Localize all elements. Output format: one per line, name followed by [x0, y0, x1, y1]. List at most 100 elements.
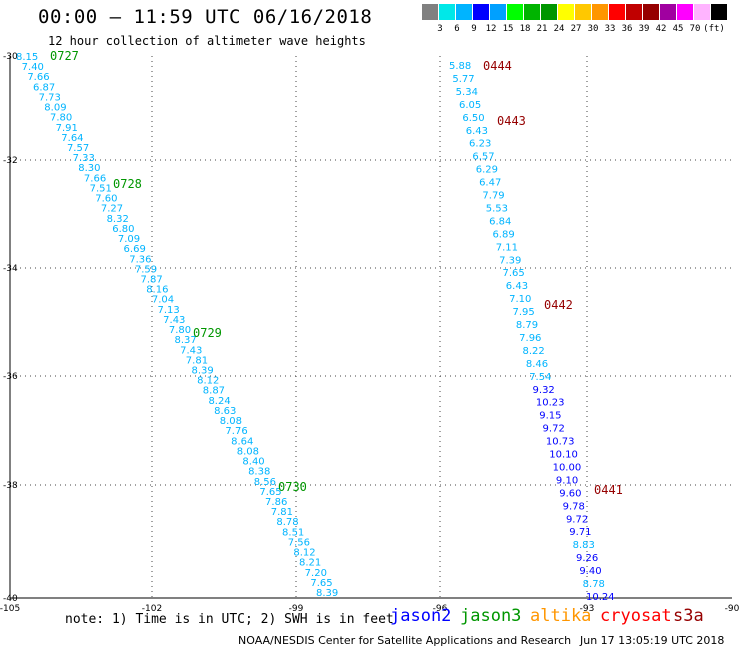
wave-height-value: 6.50 [462, 113, 484, 124]
scale-swatch [507, 4, 523, 20]
wave-height-value: 7.39 [499, 255, 521, 266]
scale-swatch [473, 4, 489, 20]
lon-tick-label: -93 [580, 604, 595, 614]
lat-tick-label: -32 [3, 156, 18, 166]
pass-time-label: 0442 [544, 298, 573, 312]
scale-label: 12 [485, 24, 497, 34]
wave-height-value: 7.95 [512, 307, 534, 318]
wave-height-value: 8.08 [237, 446, 259, 457]
scale-swatch [626, 4, 642, 20]
wave-height-value: 5.88 [449, 61, 471, 72]
wave-height-value: 6.80 [112, 224, 134, 235]
scale-label: 70 [689, 24, 701, 34]
map-title: 00:00 — 11:59 UTC 06/16/2018 [38, 6, 373, 28]
wave-height-value: 7.65 [259, 487, 281, 498]
pass-time-label: 0729 [193, 326, 222, 340]
wave-observations: 8.157.407.666.877.738.097.807.917.647.57… [16, 52, 615, 603]
wave-height-value: 7.54 [529, 372, 551, 383]
wave-height-value: 8.12 [293, 548, 315, 559]
wave-height-value: 7.64 [61, 133, 83, 144]
wave-height-value: 8.79 [516, 320, 538, 331]
wave-height-value: 7.87 [141, 274, 163, 285]
wave-height-value: 7.10 [509, 294, 531, 305]
scale-swatch [660, 4, 676, 20]
wave-height-value: 7.66 [27, 72, 49, 83]
wave-height-value: 7.65 [310, 578, 332, 589]
wave-height-value: 7.11 [496, 242, 518, 253]
pass-time-label: 0728 [113, 177, 142, 191]
scale-swatch [609, 4, 625, 20]
wave-height-value: 8.64 [231, 436, 253, 447]
wave-height-value: 10.00 [553, 462, 582, 473]
wave-height-value: 8.30 [78, 163, 100, 174]
credit-line: NOAA/NESDIS Center for Satellite Applica… [238, 634, 572, 647]
satellite-label-cryosat: cryosat [600, 606, 672, 626]
scale-label: 24 [553, 24, 565, 34]
lon-tick-label: -102 [142, 604, 162, 614]
wave-height-value: 8.15 [16, 52, 38, 63]
wave-height-value: 9.72 [566, 514, 588, 525]
lon-tick-label: -96 [433, 604, 448, 614]
wave-height-value: 7.09 [118, 234, 140, 245]
wave-height-value: 7.66 [84, 173, 106, 184]
wave-height-value: 7.81 [271, 507, 293, 518]
map-subtitle: 12 hour collection of altimeter wave hei… [48, 34, 366, 48]
wave-height-value: 7.59 [135, 264, 157, 275]
wave-height-value: 8.56 [254, 477, 276, 488]
satellite-label-jason3: jason3 [460, 606, 522, 626]
scale-label: 27 [570, 24, 582, 34]
wave-height-value: 7.60 [95, 194, 117, 205]
wave-height-value: 6.43 [466, 126, 488, 137]
wave-height-value: 7.91 [56, 123, 78, 134]
satellite-label-jason2: jason2 [390, 606, 452, 626]
wave-height-value: 7.80 [169, 325, 191, 336]
wave-height-value: 6.05 [459, 100, 481, 111]
wave-height-value: 7.27 [101, 204, 123, 215]
wave-height-value: 10.23 [536, 398, 565, 409]
scale-swatch [524, 4, 540, 20]
wave-height-value: 8.38 [248, 467, 270, 478]
lat-tick-label: -36 [3, 372, 18, 382]
scale-label: 15 [502, 24, 514, 34]
pass-time-label: 0441 [594, 483, 623, 497]
wave-height-value: 6.84 [489, 216, 511, 227]
wave-height-value: 8.87 [203, 386, 225, 397]
satellite-label-altika: altika [530, 606, 592, 626]
scale-label: 36 [621, 24, 633, 34]
wave-height-value: 6.47 [479, 178, 501, 189]
wave-height-value: 8.46 [526, 359, 548, 370]
wave-height-value: 6.87 [33, 82, 55, 93]
map-frame [9, 56, 732, 599]
wave-height-value: 7.04 [152, 295, 174, 306]
wave-height-value: 9.32 [533, 385, 555, 396]
wave-height-value: 8.78 [583, 579, 605, 590]
scale-swatch [490, 4, 506, 20]
wave-height-value: 7.81 [186, 355, 208, 366]
wave-height-value: 8.39 [191, 366, 213, 377]
wave-height-value: 8.37 [174, 335, 196, 346]
wave-height-value: 6.89 [492, 229, 514, 240]
scale-label: 21 [536, 24, 548, 34]
wave-height-value: 10.24 [586, 592, 615, 603]
lon-tick-label: -105 [0, 604, 20, 614]
lon-tick-label: -99 [289, 604, 304, 614]
scale-swatch [575, 4, 591, 20]
wave-height-value: 6.43 [506, 281, 528, 292]
wave-height-value: 8.78 [276, 517, 298, 528]
wave-height-value: 6.29 [476, 165, 498, 176]
wave-height-value: 8.24 [208, 396, 230, 407]
scale-label: 33 [604, 24, 616, 34]
wave-height-value: 8.63 [214, 406, 236, 417]
wave-height-value: 7.43 [163, 315, 185, 326]
wave-height-value: 8.09 [44, 103, 66, 114]
wave-height-value: 7.13 [158, 305, 180, 316]
scale-swatch [592, 4, 608, 20]
wave-height-value: 7.20 [305, 568, 327, 579]
pass-time-label: 0727 [50, 49, 79, 63]
scale-swatch [558, 4, 574, 20]
wave-height-value: 8.12 [197, 376, 219, 387]
wave-height-value: 7.79 [482, 191, 504, 202]
wave-height-value: 7.86 [265, 497, 287, 508]
wave-height-value: 9.26 [576, 553, 598, 564]
